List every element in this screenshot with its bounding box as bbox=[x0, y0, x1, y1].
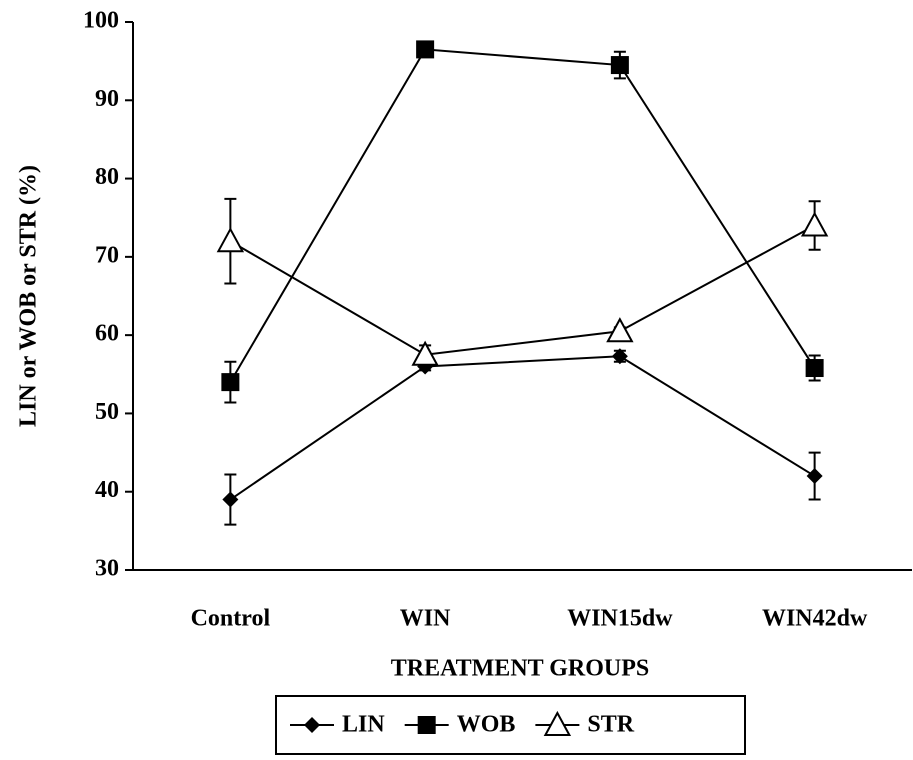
data-point bbox=[805, 359, 824, 378]
data-point bbox=[221, 373, 240, 392]
y-tick-label: 80 bbox=[95, 164, 119, 190]
series-line bbox=[229, 224, 816, 356]
x-tick-label: Control bbox=[191, 606, 271, 632]
y-tick-label: 40 bbox=[95, 477, 119, 503]
data-point bbox=[411, 340, 439, 366]
x-tick-label: WIN42dw bbox=[762, 606, 868, 632]
y-tick-label: 70 bbox=[95, 242, 119, 268]
y-tick-label: 100 bbox=[83, 8, 119, 34]
y-tick-label: 60 bbox=[95, 321, 119, 347]
data-point bbox=[416, 40, 435, 59]
legend-label: LIN bbox=[342, 712, 385, 738]
data-point bbox=[611, 348, 628, 365]
y-tick-label: 30 bbox=[95, 556, 119, 582]
legend-label: STR bbox=[587, 712, 634, 738]
data-point bbox=[606, 317, 634, 343]
legend-marker bbox=[417, 716, 436, 734]
series-line bbox=[229, 355, 816, 501]
x-tick-label: WIN15dw bbox=[567, 606, 673, 632]
x-tick-label: WIN bbox=[400, 606, 451, 632]
x-axis-title: TREATMENT GROUPS bbox=[391, 656, 649, 682]
legend-box bbox=[275, 695, 746, 755]
y-tick-label: 50 bbox=[95, 399, 119, 425]
data-point bbox=[806, 468, 823, 485]
y-axis-title: LIN or WOB or STR (%) bbox=[16, 165, 42, 427]
data-point bbox=[216, 227, 245, 253]
legend-marker bbox=[543, 710, 572, 736]
legend-marker bbox=[304, 717, 320, 733]
data-point bbox=[222, 491, 239, 508]
data-point bbox=[800, 211, 829, 237]
y-tick-label: 90 bbox=[95, 86, 119, 112]
legend-label: WOB bbox=[457, 712, 516, 738]
series-line bbox=[229, 48, 816, 383]
data-point bbox=[610, 56, 629, 75]
